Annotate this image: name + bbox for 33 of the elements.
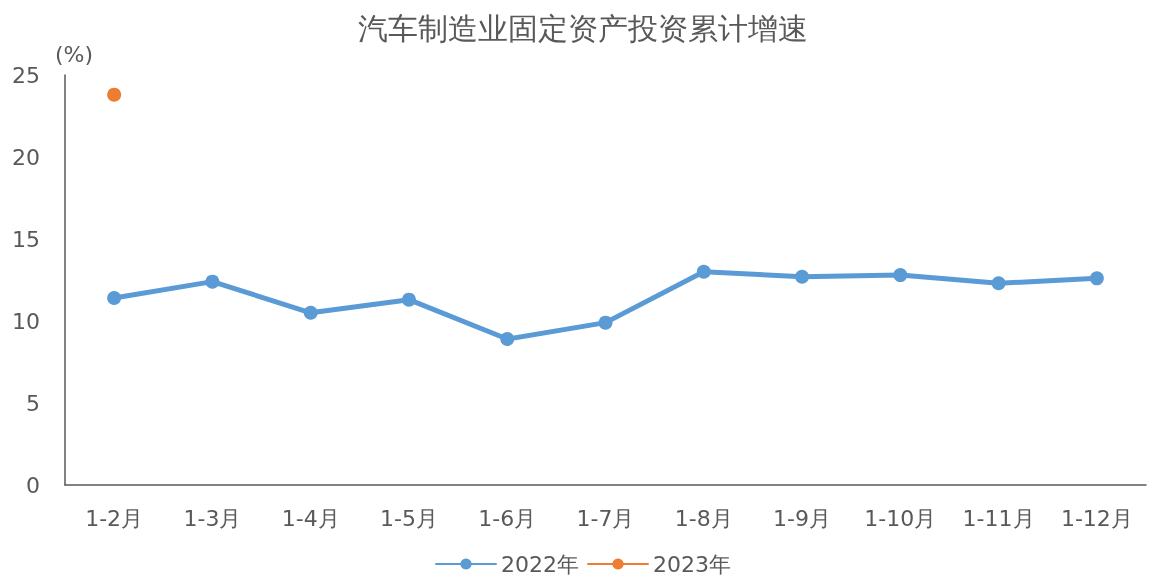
x-tick-label: 1-6月 — [478, 505, 537, 531]
point — [401, 292, 416, 307]
x-tick-label: 1-11月 — [962, 505, 1035, 531]
y-axis-title: (%) — [55, 41, 94, 67]
y-tick-label: 5 — [26, 390, 40, 416]
chart-title: 汽车制造业固定资产投资累计增速 — [358, 10, 808, 46]
x-tick-label: 1-10月 — [864, 505, 937, 531]
point — [303, 305, 318, 320]
legend-label: 2023年 — [653, 551, 731, 577]
y-tick-label: 0 — [26, 472, 40, 498]
point — [598, 315, 613, 330]
x-tick-label: 1-3月 — [183, 505, 242, 531]
y-tick-label: 15 — [12, 226, 40, 252]
y-tick-label: 10 — [12, 308, 40, 334]
x-tick-label: 1-12月 — [1060, 505, 1133, 531]
point — [893, 268, 908, 283]
legend-label: 2022年 — [501, 551, 580, 577]
point — [795, 269, 810, 284]
point — [991, 276, 1006, 291]
point — [1089, 271, 1104, 286]
x-tick-label: 1-7月 — [576, 505, 635, 531]
x-tick-label: 1-9月 — [773, 505, 832, 531]
point — [205, 274, 220, 289]
point — [107, 87, 122, 102]
point — [696, 264, 711, 279]
x-tick-label: 1-4月 — [281, 505, 340, 531]
point — [500, 332, 515, 347]
y-tick-label: 20 — [12, 144, 40, 170]
x-tick-label: 1-8月 — [674, 505, 733, 531]
x-tick-label: 1-5月 — [379, 505, 438, 531]
y-tick-label: 25 — [12, 62, 40, 88]
point — [107, 291, 122, 306]
x-tick-label: 1-2月 — [85, 505, 144, 531]
